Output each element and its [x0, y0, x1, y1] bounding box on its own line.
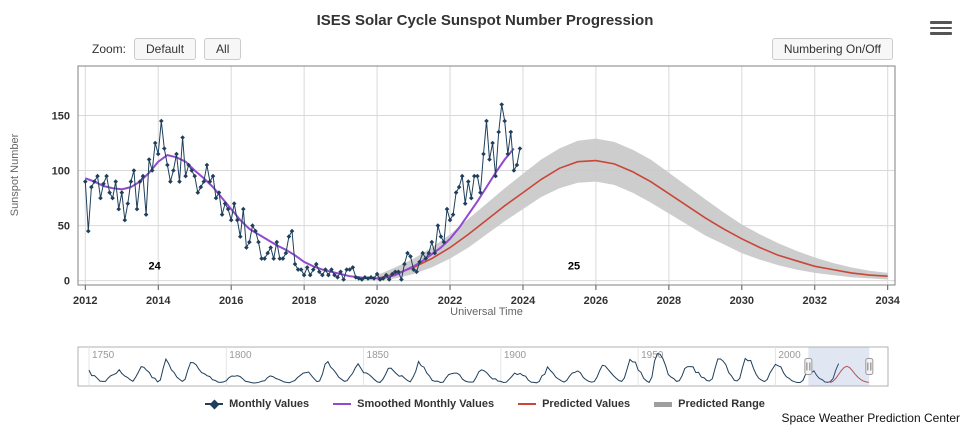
zoom-default-button[interactable]: Default	[134, 38, 197, 60]
legend-item-predicted[interactable]: Predicted Values	[518, 398, 630, 410]
smoothed-values-marker	[333, 400, 352, 409]
x-tick-label: 2020	[365, 295, 389, 307]
predicted-range-marker	[654, 400, 673, 409]
predicted-values-marker	[518, 400, 537, 409]
navigator-tick-label: 1800	[229, 350, 252, 361]
y-tick-label: 150	[52, 111, 70, 123]
legend-label: Smoothed Monthly Values	[357, 398, 495, 410]
legend-item-predicted-range[interactable]: Predicted Range	[654, 398, 765, 410]
diamond-icon	[209, 399, 220, 409]
navigator-selected-range[interactable]	[808, 347, 870, 386]
zoom-all-button[interactable]: All	[204, 38, 242, 60]
cycle-number-label: 25	[568, 261, 580, 273]
y-tick-label: 100	[52, 166, 70, 178]
x-tick-label: 2014	[146, 295, 171, 307]
navigator-historical-sparkline	[88, 353, 840, 384]
navigator-right-handle[interactable]	[865, 358, 874, 375]
predicted-values-line	[376, 159, 888, 280]
predicted-range-band	[377, 138, 888, 281]
x-tick-label: 2022	[438, 295, 462, 307]
x-tick-label: 2028	[657, 295, 681, 307]
gridlines: 2012 2014 2016 2018 2020 2022 2024 2026 2028 2030…	[52, 66, 901, 307]
numbering-toggle-button[interactable]: Numbering On/Off	[771, 38, 893, 60]
y-tick-label: 50	[58, 221, 70, 233]
legend-item-monthly[interactable]: Monthly Values	[205, 398, 309, 410]
chart-title: ISES Solar Cycle Sunspot Number Progress…	[316, 12, 654, 29]
navigator-tick-label: 1750	[92, 350, 115, 361]
navigator-tick-label: 1950	[641, 350, 664, 361]
zoom-label: Zoom:	[92, 42, 127, 56]
legend-label: Predicted Values	[542, 398, 631, 410]
y-tick-label: 0	[64, 276, 70, 288]
y-axis-title: Sunspot Number	[9, 133, 21, 217]
x-tick-label: 2032	[803, 295, 827, 307]
legend-label: Monthly Values	[229, 398, 310, 410]
x-axis-title: Universal Time	[450, 306, 523, 318]
cycle-number-label: 24	[148, 261, 161, 273]
x-tick-label: 2026	[584, 295, 608, 307]
zoom-toolbar: Zoom: Default All	[92, 38, 242, 60]
credit-text: Space Weather Prediction Center	[781, 411, 960, 425]
x-tick-label: 2012	[73, 295, 97, 307]
x-tick-label: 2034	[875, 295, 900, 307]
x-tick-label: 2030	[730, 295, 754, 307]
plot-border	[77, 65, 896, 286]
legend: Monthly Values Smoothed Monthly Values P…	[0, 398, 970, 410]
navigator-tick-label: 1850	[367, 350, 390, 361]
x-tick-label: 2016	[219, 295, 243, 307]
x-tick-label: 2024	[511, 295, 536, 307]
legend-label: Predicted Range	[678, 398, 765, 410]
legend-item-smoothed[interactable]: Smoothed Monthly Values	[333, 398, 494, 410]
smoothed-values-line	[84, 147, 515, 280]
navigator-tick-label: 1900	[504, 350, 527, 361]
context-menu-icon[interactable]	[930, 21, 952, 36]
navigator-predicted-sparkline	[830, 365, 869, 384]
x-tick-label: 2018	[292, 295, 316, 307]
monthly-values-marker	[205, 399, 224, 409]
navigator-tick-label: 2000	[778, 350, 801, 361]
monthly-values-line	[84, 104, 521, 282]
navigator-left-handle[interactable]	[804, 358, 813, 375]
